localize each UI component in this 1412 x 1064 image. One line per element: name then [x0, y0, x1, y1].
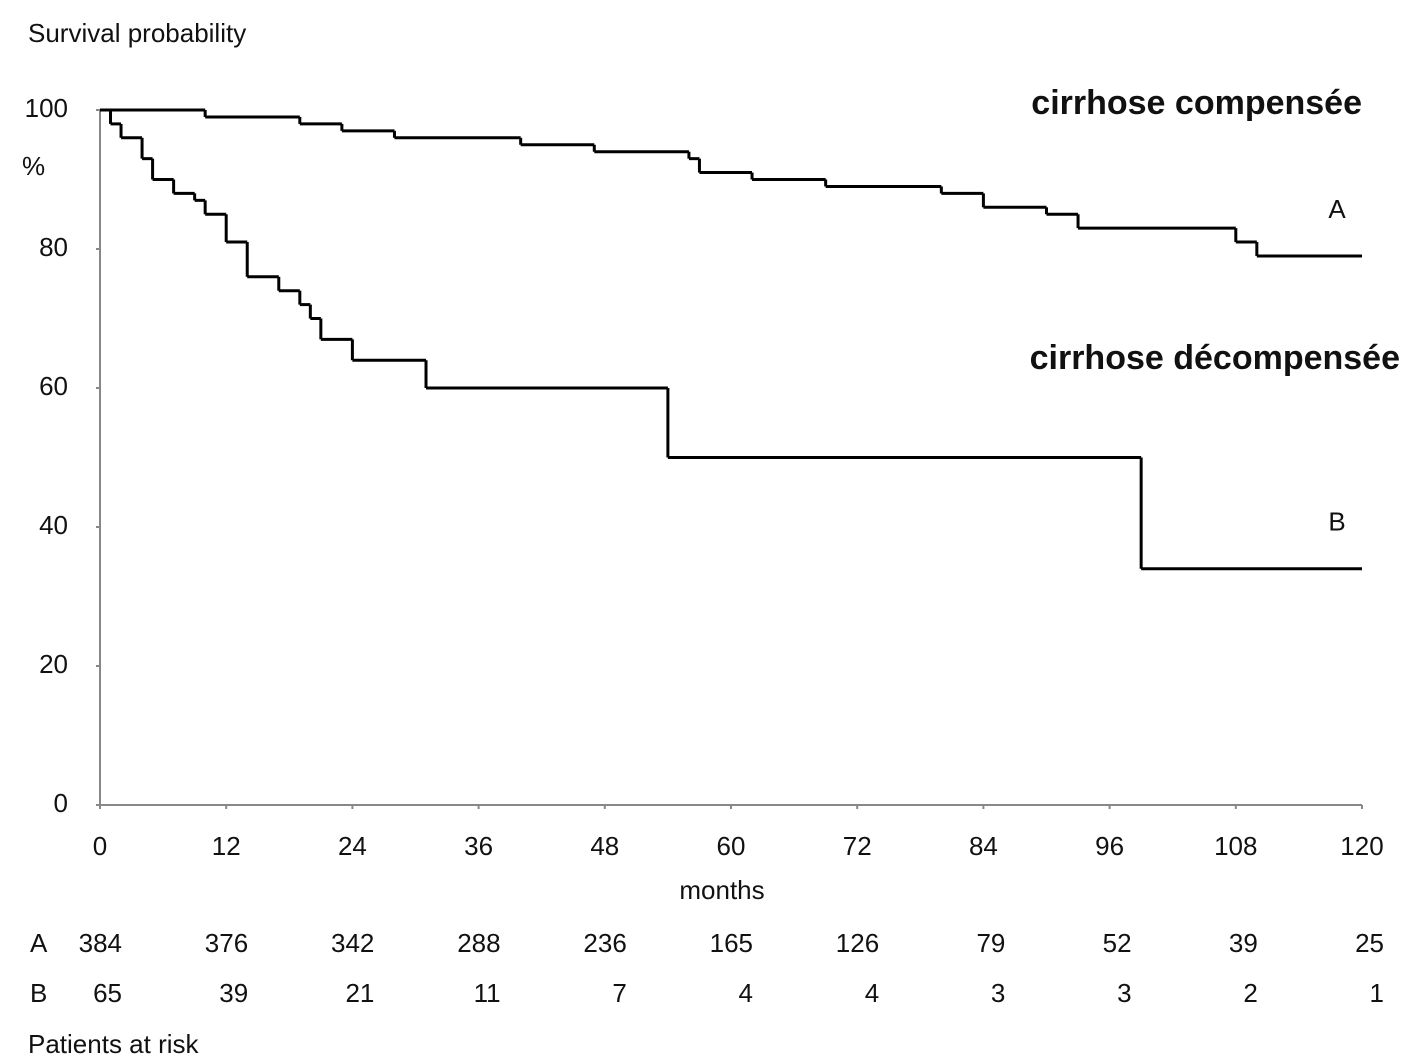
y-tick-label: 60: [39, 371, 68, 401]
x-axis-label: months: [679, 875, 764, 905]
risk-value: 165: [710, 928, 753, 958]
risk-value: 21: [345, 978, 374, 1008]
risk-value: 11: [474, 978, 501, 1008]
x-tick-label: 36: [464, 831, 493, 861]
risk-value: 126: [836, 928, 879, 958]
x-tick-label: 60: [717, 831, 746, 861]
x-tick-label: 120: [1340, 831, 1383, 861]
risk-value: 2: [1243, 978, 1257, 1008]
risk-value: 79: [976, 928, 1005, 958]
risk-value: 4: [739, 978, 753, 1008]
y-tick-label: 100: [25, 93, 68, 123]
x-tick-label: 12: [212, 831, 241, 861]
annotation: cirrhose compensée: [1031, 84, 1362, 122]
risk-value: 3: [1117, 978, 1131, 1008]
risk-value: 7: [612, 978, 626, 1008]
series-label: A: [1328, 194, 1346, 224]
risk-value: 25: [1355, 928, 1384, 958]
risk-row-label: B: [30, 978, 47, 1008]
x-tick-label: 108: [1214, 831, 1257, 861]
risk-value: 236: [583, 928, 626, 958]
x-tick-label: 0: [93, 831, 107, 861]
x-tick-label: 84: [969, 831, 998, 861]
risk-value: 288: [457, 928, 500, 958]
x-tick-label: 24: [338, 831, 367, 861]
risk-value: 1: [1370, 978, 1384, 1008]
risk-value: 39: [219, 978, 248, 1008]
risk-value: 342: [331, 928, 374, 958]
y-tick-label: 80: [39, 232, 68, 262]
risk-value: 384: [79, 928, 122, 958]
risk-row-label: A: [30, 928, 48, 958]
risk-value: 65: [93, 978, 122, 1008]
y-unit: %: [22, 151, 45, 181]
risk-value: 3: [991, 978, 1005, 1008]
annotation: cirrhose décompensée: [1030, 339, 1400, 377]
y-tick-label: 0: [54, 788, 68, 818]
series-label: B: [1328, 507, 1345, 537]
risk-value: 376: [205, 928, 248, 958]
x-tick-label: 72: [843, 831, 872, 861]
risk-value: 52: [1103, 928, 1132, 958]
x-tick-label: 96: [1095, 831, 1124, 861]
risk-table-title: Patients at risk: [28, 1029, 200, 1059]
risk-value: 39: [1229, 928, 1258, 958]
risk-value: 4: [865, 978, 879, 1008]
y-tick-label: 40: [39, 510, 68, 540]
chart-title: Survival probability: [28, 18, 246, 48]
x-tick-label: 48: [590, 831, 619, 861]
y-tick-label: 20: [39, 649, 68, 679]
